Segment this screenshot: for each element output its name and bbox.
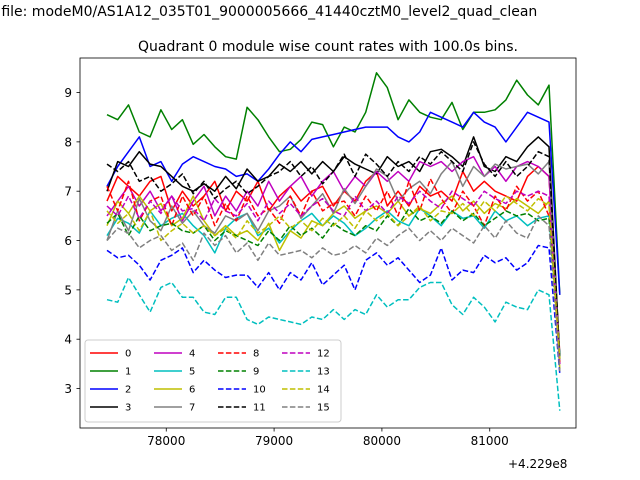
- series-line-0: [106, 165, 561, 355]
- series-line-10: [106, 244, 561, 374]
- x-tick-label: 79000: [255, 434, 293, 448]
- y-tick-label: 5: [64, 283, 72, 297]
- series-line-14: [106, 195, 561, 359]
- series-line-9: [106, 207, 561, 359]
- axes: 78000 79000 80000 81000 3 4 5 6 7 8 9: [64, 57, 577, 448]
- legend-label: 9: [253, 367, 259, 378]
- figure-suptitle: n file: modeM0/AS1A12_035T01_9000005666_…: [0, 4, 537, 20]
- series-line-12: [106, 190, 561, 364]
- legend-label: 1: [125, 367, 131, 378]
- legend-label: 7: [189, 403, 195, 414]
- legend-label: 15: [317, 403, 330, 414]
- series-line-5: [106, 207, 561, 355]
- legend-label: 11: [253, 403, 266, 414]
- legend-label: 3: [125, 403, 131, 414]
- legend-label: 8: [253, 349, 259, 360]
- series-line-13: [106, 276, 561, 411]
- y-tick-label: 3: [64, 382, 72, 396]
- axes-frame: [79, 57, 577, 429]
- legend-label: 12: [317, 349, 330, 360]
- legend-box: [84, 339, 342, 423]
- legend-label: 0: [125, 349, 131, 360]
- series-line-1: [106, 72, 561, 295]
- legend-label: 10: [253, 385, 266, 396]
- y-tick-label: 9: [64, 86, 72, 100]
- legend-label: 13: [317, 367, 330, 378]
- series-line-15: [106, 215, 561, 372]
- legend-label: 14: [317, 385, 330, 396]
- y-tick-label: 8: [64, 135, 72, 149]
- x-offset-label: +4.229e8: [508, 457, 567, 471]
- plot-area: [106, 72, 561, 411]
- x-tick-label: 80000: [363, 434, 401, 448]
- legend-label: 6: [189, 385, 195, 396]
- y-tick-label: 7: [64, 185, 72, 199]
- x-tick-label: 81000: [471, 434, 509, 448]
- series-line-7: [106, 160, 561, 364]
- y-tick-label: 4: [64, 333, 72, 347]
- legend-label: 5: [189, 367, 195, 378]
- y-tick-label: 6: [64, 234, 72, 248]
- legend-label: 4: [189, 349, 195, 360]
- series-line-2: [106, 111, 561, 295]
- series-line-11: [106, 141, 561, 359]
- x-tick-label: 78000: [147, 434, 185, 448]
- chart-title: Quadrant 0 module wise count rates with …: [138, 39, 518, 55]
- legend-label: 2: [125, 385, 131, 396]
